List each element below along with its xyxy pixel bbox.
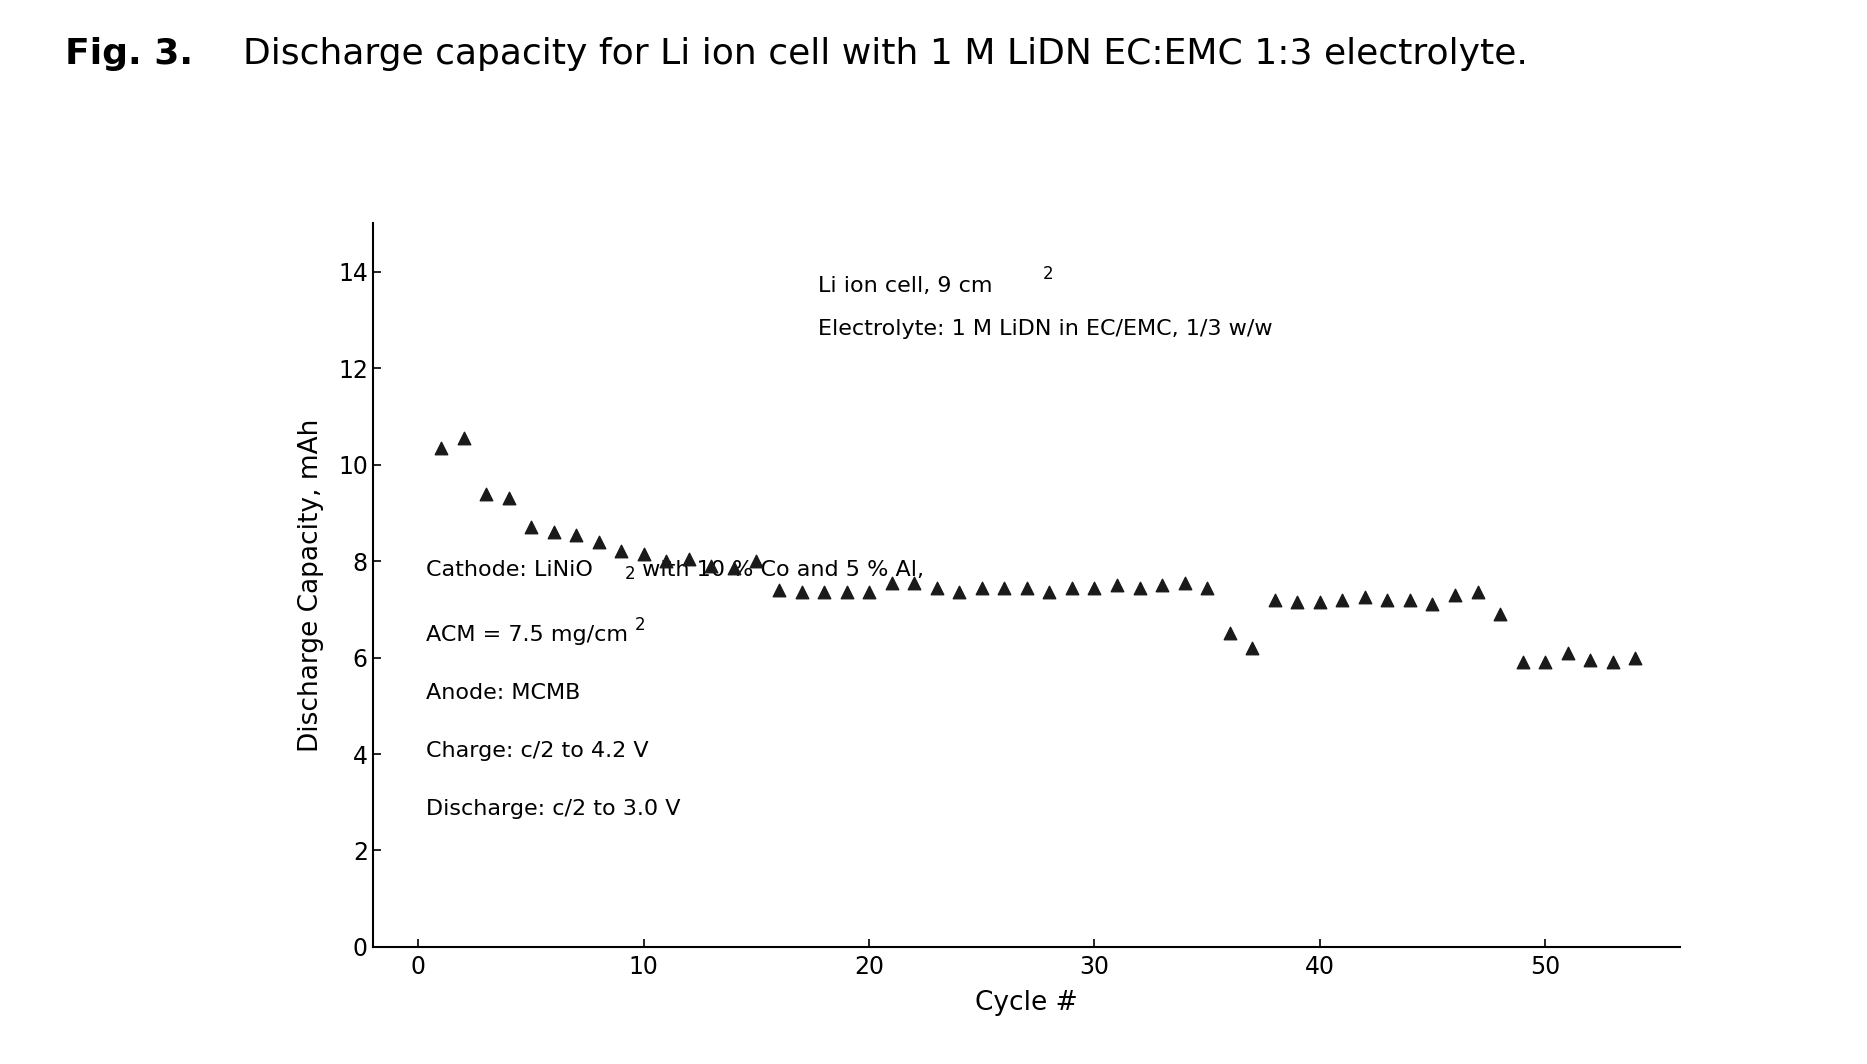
Point [786, 584, 816, 601]
Point [1417, 596, 1447, 613]
Point [1102, 577, 1131, 594]
Point [1439, 586, 1469, 603]
Point [808, 584, 838, 601]
Point [855, 584, 885, 601]
Point [1215, 625, 1245, 642]
Text: 2: 2 [624, 565, 635, 583]
Point [1462, 584, 1492, 601]
Point [922, 579, 952, 596]
Point [1012, 579, 1042, 596]
Point [674, 550, 704, 567]
Point [967, 579, 997, 596]
Point [448, 430, 478, 447]
Point [562, 526, 592, 543]
Point [1124, 579, 1154, 596]
Point [719, 560, 749, 577]
Point [990, 579, 1019, 596]
Point [900, 575, 930, 592]
Point [1193, 579, 1223, 596]
Point [831, 584, 861, 601]
Point [696, 558, 726, 575]
X-axis label: Cycle #: Cycle # [975, 991, 1079, 1016]
Text: 2: 2 [1042, 265, 1053, 283]
Text: Fig. 3.: Fig. 3. [65, 37, 194, 71]
Text: Anode: MCMB: Anode: MCMB [426, 683, 581, 703]
Text: with 10 % Co and 5 % Al,: with 10 % Co and 5 % Al, [635, 560, 924, 580]
Point [1576, 651, 1606, 668]
Point [1169, 575, 1199, 592]
Text: Discharge capacity for Li ion cell with 1 M LiDN EC:EMC 1:3 electrolyte.: Discharge capacity for Li ion cell with … [220, 37, 1529, 71]
Point [1034, 584, 1064, 601]
Point [1079, 579, 1109, 596]
Point [1327, 592, 1357, 609]
Point [493, 489, 523, 506]
Point [1350, 588, 1380, 605]
Text: Electrolyte: 1 M LiDN in EC/EMC, 1/3 w/w: Electrolyte: 1 M LiDN in EC/EMC, 1/3 w/w [818, 319, 1273, 339]
Point [1057, 579, 1087, 596]
Point [1238, 639, 1268, 656]
Text: Charge: c/2 to 4.2 V: Charge: c/2 to 4.2 V [426, 741, 648, 761]
Point [540, 523, 569, 541]
Point [764, 582, 793, 599]
Text: Discharge: c/2 to 3.0 V: Discharge: c/2 to 3.0 V [426, 799, 680, 818]
Point [1305, 594, 1335, 611]
Point [426, 439, 456, 456]
Point [1395, 592, 1425, 609]
Point [1509, 654, 1538, 671]
Y-axis label: Discharge Capacity, mAh: Discharge Capacity, mAh [299, 418, 325, 752]
Point [741, 552, 771, 569]
Point [1283, 594, 1313, 611]
Text: Li ion cell, 9 cm: Li ion cell, 9 cm [756, 256, 932, 277]
Point [1598, 654, 1628, 671]
Point [1621, 649, 1650, 666]
Point [1531, 654, 1561, 671]
Text: Cathode: LiNiO: Cathode: LiNiO [426, 560, 592, 580]
Point [607, 543, 637, 560]
Point [470, 485, 500, 502]
Point [877, 575, 907, 592]
Point [515, 519, 545, 536]
Text: ACM = 7.5 mg/cm: ACM = 7.5 mg/cm [426, 625, 627, 645]
Point [1146, 577, 1176, 594]
Point [1260, 592, 1290, 609]
Point [584, 533, 614, 550]
Point [1484, 605, 1514, 622]
Text: Li ion cell, 9 cm: Li ion cell, 9 cm [818, 276, 991, 296]
Point [1553, 644, 1583, 661]
Text: 2: 2 [635, 616, 646, 633]
Point [629, 546, 659, 563]
Point [652, 552, 681, 569]
Point [945, 584, 975, 601]
Point [1372, 592, 1402, 609]
